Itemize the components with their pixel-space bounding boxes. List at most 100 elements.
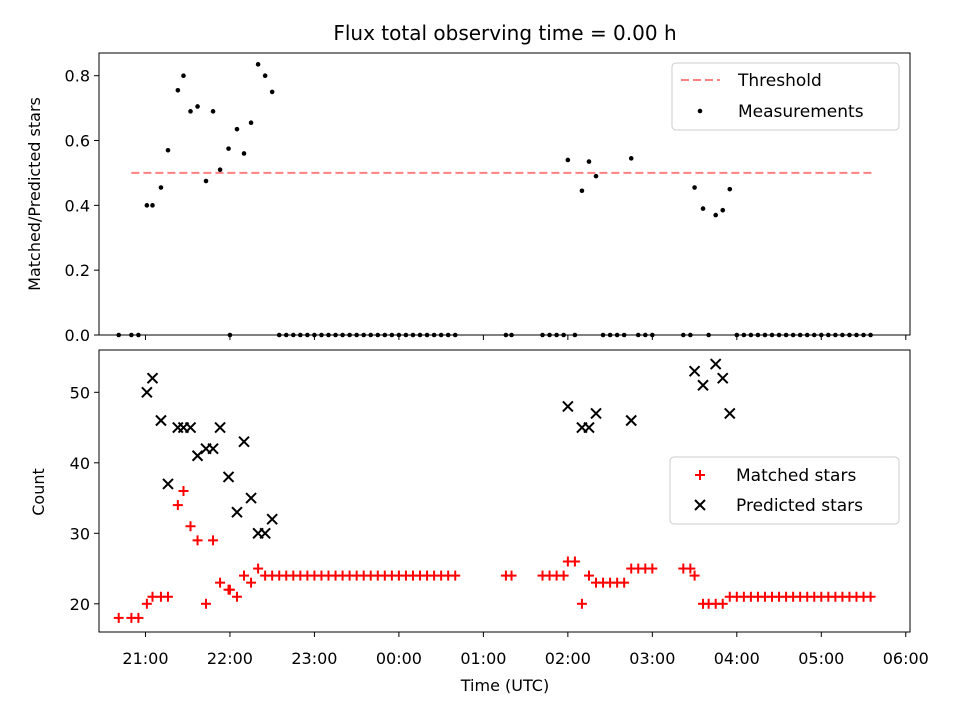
- legend-matched-marker: [695, 470, 705, 480]
- measurement-point: [129, 332, 134, 338]
- measurement-point: [572, 332, 578, 338]
- matched-point: [231, 591, 242, 602]
- predicted-point: [238, 435, 250, 448]
- measurement-point: [283, 332, 289, 338]
- measurement-point: [319, 332, 324, 338]
- predicted-point: [259, 527, 271, 540]
- x-tick-label: 05:00: [798, 649, 844, 668]
- measurement-point: [635, 332, 641, 338]
- measurement-point: [158, 185, 164, 190]
- predicted-point: [562, 400, 574, 413]
- bottom-plot-frame: [98, 349, 911, 633]
- measurement-point: [818, 332, 824, 338]
- bottom-y-axis-label: Count: [29, 468, 48, 516]
- bottom-y-tick-label: 50: [70, 383, 90, 402]
- measurement-point: [783, 332, 789, 338]
- measurement-point: [650, 332, 655, 338]
- measurement-point: [847, 332, 852, 338]
- matched-point: [583, 570, 594, 581]
- measurement-point: [614, 332, 620, 338]
- measurement-point: [165, 147, 171, 153]
- measurement-point: [854, 332, 859, 338]
- measurement-point: [762, 332, 768, 338]
- measurement-point: [776, 332, 782, 338]
- matched-point: [647, 563, 658, 574]
- measurement-point: [600, 332, 606, 338]
- measurement-point: [333, 332, 338, 338]
- predicted-point: [688, 365, 701, 377]
- measurement-point: [203, 178, 209, 184]
- measurement-point: [509, 332, 514, 338]
- measurement-point: [298, 332, 303, 338]
- bottom-panel: 21:00 22:00 23:00 00:00 01:00 02:00 03:00 04:00…: [70, 349, 929, 668]
- measurement-point: [700, 206, 706, 211]
- legend-predicted-marker: [694, 499, 706, 511]
- measurement-point: [291, 332, 296, 338]
- predicted-point: [590, 407, 602, 420]
- measurement-point: [375, 332, 381, 338]
- x-tick-label: 00:00: [376, 649, 422, 668]
- matched-point: [185, 521, 196, 532]
- x-tick-label: 06:00: [883, 649, 929, 668]
- predicted-point: [231, 506, 243, 518]
- predicted-point: [141, 386, 153, 399]
- predicted-point: [222, 471, 235, 483]
- predicted-point: [266, 513, 278, 525]
- measurement-point: [503, 332, 509, 338]
- measurement-point: [326, 332, 331, 338]
- top-y-tick-label: 0.4: [65, 196, 90, 215]
- measurement-point: [269, 89, 275, 95]
- predicted-point: [717, 372, 729, 384]
- measurement-point: [688, 332, 693, 338]
- x-tick-label: 04:00: [714, 649, 760, 668]
- top-legend: Threshold Measurements: [671, 62, 900, 131]
- x-axis-label: Time (UTC): [460, 676, 549, 695]
- top-y-tick-label: 0.6: [65, 132, 90, 151]
- top-y-tick-label: 0.0: [65, 326, 90, 345]
- bottom-legend: Matched stars Predicted stars: [669, 456, 900, 525]
- measurement-point: [540, 332, 545, 338]
- matched-point: [685, 563, 696, 574]
- measurement-point: [368, 332, 374, 338]
- predicted-point: [724, 407, 736, 420]
- matched-point: [450, 570, 461, 581]
- legend-measurements-swatch: [697, 108, 703, 114]
- measurement-point: [144, 203, 150, 208]
- matched-point: [162, 591, 173, 602]
- measurement-point: [241, 151, 247, 156]
- matched-point: [558, 570, 569, 581]
- measurement-point: [276, 332, 282, 338]
- measurement-point: [565, 157, 571, 163]
- measurement-point: [741, 332, 747, 338]
- legend-matched-swatch: [695, 470, 705, 480]
- top-legend-box: [671, 62, 900, 131]
- matched-point: [253, 563, 264, 574]
- matched-point: [172, 500, 183, 511]
- measurement-point: [561, 332, 566, 338]
- measurement-point: [833, 332, 838, 338]
- predicted-point: [709, 358, 722, 370]
- measurement-point: [248, 120, 254, 125]
- measurement-point: [150, 203, 155, 208]
- matched-point: [201, 598, 212, 609]
- top-y-tick-label: 0.8: [65, 67, 90, 86]
- measurement-point: [452, 332, 458, 338]
- measurement-point: [116, 332, 122, 338]
- measurement-point: [262, 73, 268, 78]
- measurement-point: [136, 332, 141, 338]
- matched-point: [506, 570, 517, 581]
- measurement-point: [417, 332, 423, 338]
- measurement-point: [410, 332, 416, 338]
- bottom-y-tick-label: 30: [70, 524, 90, 543]
- top-panel: 0.0 0.2 0.4 0.6 0.8: [65, 52, 911, 345]
- measurement-point: [621, 332, 627, 338]
- measurement-point: [445, 332, 451, 338]
- measurement-point: [354, 332, 359, 338]
- x-tick-label: 21:00: [122, 649, 168, 668]
- measurement-point: [396, 332, 402, 338]
- legend-measurements-label: Measurements: [738, 102, 864, 122]
- predicted-point: [155, 414, 167, 427]
- bottom-legend-box: [669, 456, 900, 525]
- x-tick-label: 23:00: [291, 649, 337, 668]
